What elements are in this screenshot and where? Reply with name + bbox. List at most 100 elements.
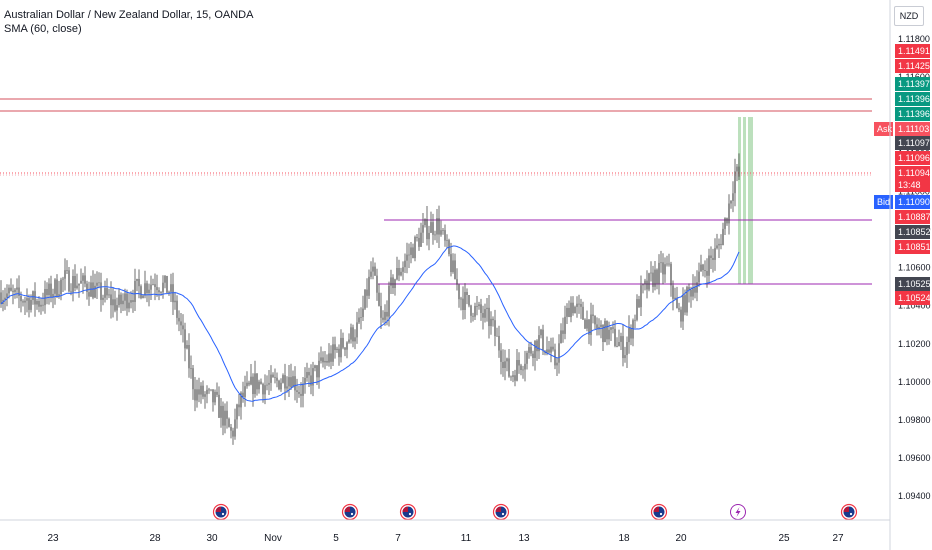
candle-body [374,266,376,276]
horizontal-lines[interactable] [0,98,872,285]
ask-side-tag [874,122,893,136]
candle-body [350,327,352,340]
price-tag-label: 1.11396 [898,94,930,104]
time-axis-label[interactable]: 20 [675,533,687,544]
candle-body [364,289,366,309]
time-axis-label[interactable]: 27 [832,533,844,544]
green-zone-bar [748,117,753,284]
price-tick-label[interactable]: 1.09600 [898,453,931,463]
currency-label[interactable]: NZD [894,6,924,26]
candle-body [128,302,130,309]
candle-body [146,283,148,294]
candle-body [458,284,460,300]
flag-icon[interactable] [341,503,359,521]
flag-icon[interactable] [650,503,668,521]
candle-body [52,293,54,298]
candle-body [144,283,146,296]
candle-body [110,294,112,306]
candle-body [272,374,274,378]
candle-body [306,372,308,378]
candle-body [698,271,700,283]
flag-icon[interactable] [840,503,858,521]
candle-body [726,218,728,224]
candle-body [124,293,126,301]
indicator-label[interactable]: SMA (60, close) [4,23,82,35]
candle-body [296,390,298,392]
event-markers[interactable] [212,503,858,521]
flag-icon[interactable] [399,503,417,521]
candle-body [26,298,28,301]
candle-body [236,404,238,420]
candle-body [330,353,332,362]
price-tick-label[interactable]: 1.09400 [898,491,931,501]
candle-body [570,302,572,318]
candle-body [362,308,364,318]
candle-body [64,270,66,279]
candle-body [266,384,268,386]
price-tick-label[interactable]: 1.09800 [898,415,931,425]
candle-body [286,386,288,389]
candle-body [252,376,254,395]
price-tick-label[interactable]: 1.10000 [898,377,931,387]
candle-body [516,360,518,381]
time-axis[interactable]: 23 28 30 Nov 5 7 11 13 18 20 25 27 [47,533,844,544]
candle-body [422,225,424,233]
candle-body [668,263,670,265]
time-axis-label[interactable]: 7 [395,533,401,544]
candle-body [392,277,394,289]
candle-body [88,292,90,297]
time-axis-label[interactable]: 23 [47,533,59,544]
price-tick-label[interactable]: 1.10400 [898,301,931,311]
candle-body [38,301,40,307]
price-tick-label[interactable]: 1.10600 [898,263,931,273]
candle-body [634,319,636,321]
candle-body [522,369,524,371]
candle-body [66,270,68,271]
candle-body [656,269,658,284]
time-axis-label[interactable]: 18 [618,533,630,544]
candle-body [200,385,202,395]
candle-body [464,292,466,310]
candle-body [678,308,680,310]
candle-body [542,329,544,351]
candle-body [274,377,276,378]
candle-body [720,243,722,245]
candle-body [618,342,620,347]
time-axis-label[interactable]: 25 [778,533,790,544]
candle-body [580,304,582,307]
time-axis-label[interactable]: Nov [264,533,282,544]
candle-body [610,327,612,330]
candle-body [250,376,252,385]
price-tag [895,107,930,121]
time-axis-label[interactable]: 11 [461,533,472,544]
price-tag-label: 1.11491 [898,46,930,56]
candle-body [574,306,576,314]
candle-body [32,291,34,300]
candle-body [706,271,708,276]
candle-body [378,292,380,306]
flag-icon-union [215,506,221,512]
time-axis-label[interactable]: 13 [518,533,530,544]
candle-body [202,385,204,397]
time-axis-label[interactable]: 30 [206,533,218,544]
time-axis-label[interactable]: 5 [333,533,339,544]
candle-body [440,230,442,235]
lightning-icon[interactable] [730,504,746,520]
price-tick-label[interactable]: 1.10200 [898,339,931,349]
candle-body [258,381,260,390]
candle-body [380,305,382,318]
flag-icon[interactable] [492,503,510,521]
time-axis-label[interactable]: 28 [149,533,161,544]
green-zone-group [738,117,753,284]
candle-body [278,380,280,390]
candle-body [224,410,226,426]
candle-body [482,313,484,318]
candle-body [730,200,732,204]
flag-icon[interactable] [212,503,230,521]
candle-body [648,273,650,290]
price-tick-label[interactable]: 1.11800 [898,34,930,44]
symbol-title[interactable]: Australian Dollar / New Zealand Dollar, … [4,9,254,21]
candle-body [294,376,296,391]
candle-body [232,430,234,437]
